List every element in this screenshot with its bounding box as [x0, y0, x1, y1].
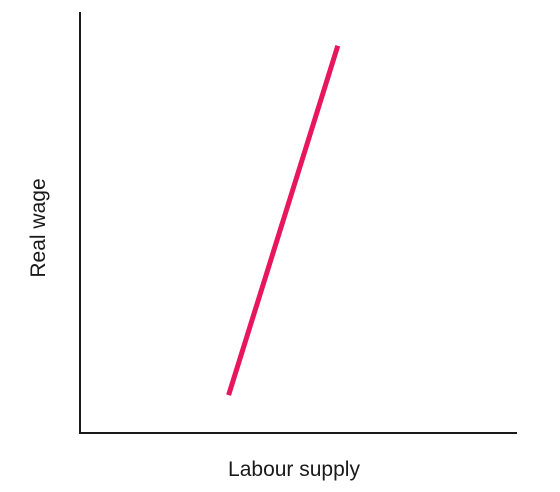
- supply-curve-line: [226, 44, 341, 396]
- series-group: [226, 44, 341, 396]
- x-axis-label: Labour supply: [228, 458, 360, 481]
- y-axis-label: Real wage: [27, 178, 50, 277]
